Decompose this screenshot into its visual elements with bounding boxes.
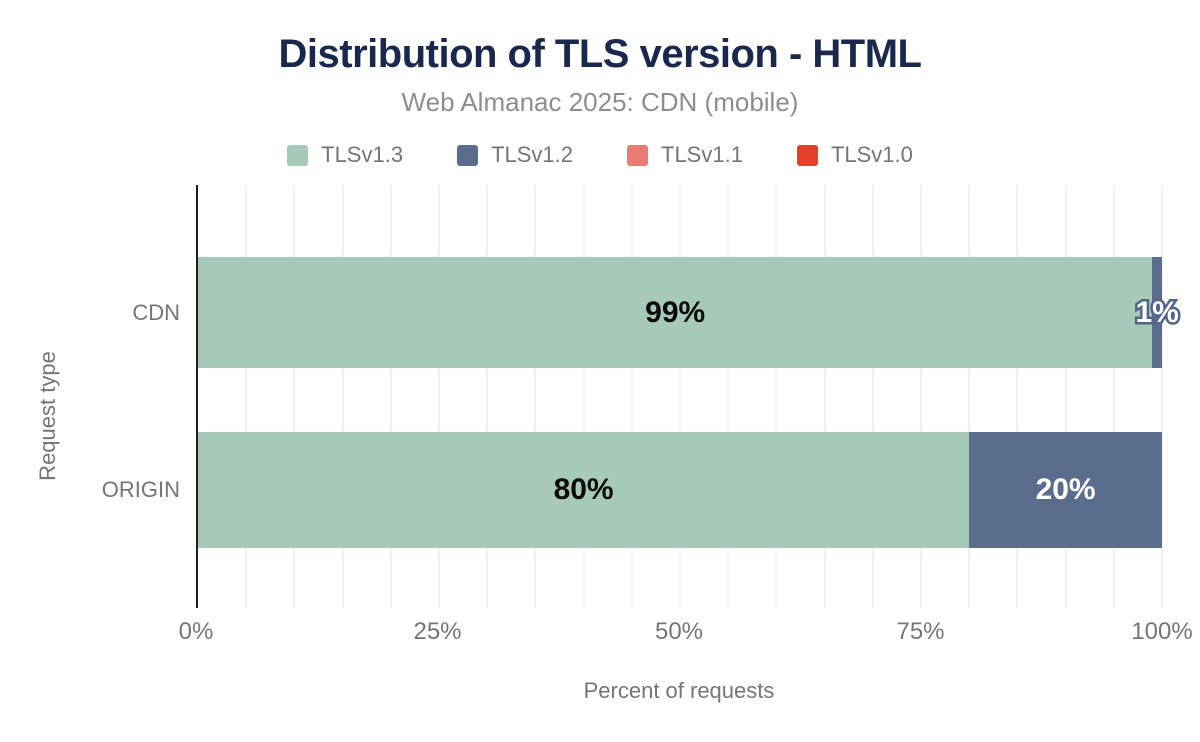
- segment-value-label: 99%: [645, 295, 706, 329]
- gridline: [293, 185, 296, 608]
- category-label-cdn: CDN: [132, 299, 180, 325]
- x-tick-label: 100%: [1131, 618, 1193, 645]
- bar-segment-cdn-tlsv1.2[interactable]: [1152, 257, 1162, 368]
- gridline: [968, 185, 971, 608]
- bar-segment-origin-tlsv1.2[interactable]: 20%: [969, 432, 1162, 548]
- plot-area: 99% 1% CDN 80% 20% ORIGIN: [102, 185, 1181, 608]
- x-tick-label: 0%: [178, 618, 214, 645]
- gridline: [630, 185, 633, 608]
- legend-label: TLSv1.1: [661, 142, 743, 167]
- gridline: [582, 185, 585, 608]
- gridline: [438, 185, 440, 608]
- gridline: [775, 185, 778, 608]
- legend-item-tlsv1.2[interactable]: TLSv1.2: [457, 142, 573, 168]
- gridline: [1016, 185, 1019, 608]
- gridline: [389, 185, 392, 608]
- y-axis-title: Request type: [35, 351, 60, 481]
- legend-swatch-icon: [457, 144, 479, 166]
- gridline: [1064, 185, 1067, 608]
- x-tick-label: 75%: [896, 618, 945, 645]
- gridline: [679, 185, 681, 608]
- legend: TLSv1.3 TLSv1.2 TLSv1.1 TLSv1.0: [0, 142, 1200, 168]
- gridline: [1112, 185, 1115, 608]
- legend-item-tlsv1.3[interactable]: TLSv1.3: [287, 142, 403, 168]
- segment-value-label: 1%: [1133, 293, 1181, 331]
- bar-origin: 80% 20%: [198, 432, 1162, 548]
- bar-cdn: 99% 1%: [198, 257, 1181, 368]
- segment-value-label: 80%: [553, 473, 614, 506]
- category-label-origin: ORIGIN: [101, 477, 180, 502]
- legend-swatch-icon: [796, 144, 818, 166]
- x-tick-label: 50%: [654, 618, 704, 645]
- gridline: [871, 185, 874, 608]
- legend-swatch-icon: [627, 144, 648, 166]
- bar-segment-cdn-tlsv1.3[interactable]: 99%: [198, 257, 1153, 368]
- legend-item-tlsv1.0[interactable]: TLSv1.0: [796, 142, 913, 168]
- legend-item-tlsv1.1[interactable]: TLSv1.1: [627, 142, 743, 168]
- chart-subtitle: Web Almanac 2025: CDN (mobile): [401, 87, 799, 117]
- gridline: [1161, 185, 1163, 608]
- x-axis-ticks: 0% 25% 50% 75% 100%: [179, 618, 1193, 648]
- gridline: [245, 185, 248, 608]
- legend-label: TLSv1.0: [830, 142, 913, 167]
- legend-swatch-icon: [287, 144, 309, 166]
- gridline: [341, 185, 344, 608]
- chart-title: Distribution of TLS version - HTML: [278, 32, 922, 76]
- gridline: [727, 185, 730, 608]
- gridline: [823, 185, 826, 608]
- bar-segment-origin-tlsv1.3[interactable]: 80%: [198, 432, 970, 548]
- gridline: [920, 185, 922, 608]
- gridline: [534, 185, 537, 608]
- x-axis-title: Percent of requests: [583, 678, 775, 703]
- x-tick-label: 25%: [413, 618, 462, 645]
- segment-value-label: 20%: [1035, 473, 1096, 506]
- legend-label: TLSv1.2: [491, 142, 573, 167]
- gridline: [486, 185, 489, 608]
- legend-label: TLSv1.3: [321, 142, 404, 167]
